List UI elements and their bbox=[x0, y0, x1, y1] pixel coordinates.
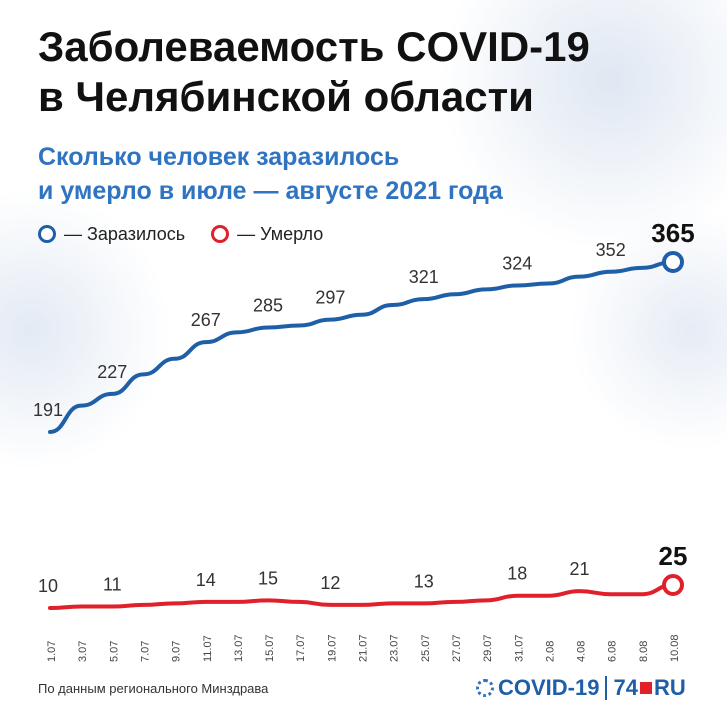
legend-label-died: — Умерло bbox=[237, 223, 324, 244]
title-line-2: в Челябинской области bbox=[38, 73, 534, 120]
x-tick-label-27.07: 27.07 bbox=[451, 634, 463, 662]
data-label-infected-15.07: 285 bbox=[253, 295, 283, 315]
logo-covid-text: COVID-19 bbox=[498, 675, 600, 700]
x-tick-label-8.08: 8.08 bbox=[638, 641, 650, 662]
x-tick-label-13.07: 13.07 bbox=[233, 634, 245, 662]
series-line-died bbox=[48, 583, 675, 610]
page-title: Заболеваемость COVID-19 в Челябинской об… bbox=[38, 22, 718, 122]
x-tick-label-10.08: 10.08 bbox=[669, 634, 681, 662]
subtitle-line-1: Сколько человек заразилось bbox=[38, 143, 400, 171]
data-label-died-11.07: 14 bbox=[196, 570, 216, 590]
data-label-died-19.07: 12 bbox=[320, 573, 340, 593]
chart-legend: — Заразилось — Умерло bbox=[38, 221, 349, 247]
data-label-infected-25.07: 321 bbox=[409, 267, 439, 287]
logo-red-square bbox=[639, 682, 652, 694]
legend-marker-infected bbox=[38, 225, 56, 243]
data-label-died-31.07: 18 bbox=[507, 564, 527, 584]
x-tick-label-9.07: 9.07 bbox=[171, 641, 183, 662]
virus-icon bbox=[476, 679, 494, 697]
logo-ru-text: RU bbox=[653, 675, 686, 700]
x-tick-label-25.07: 25.07 bbox=[420, 634, 432, 662]
end-point-infected bbox=[662, 251, 684, 273]
legend-marker-died bbox=[211, 225, 230, 243]
logo-divider bbox=[605, 676, 608, 700]
x-tick-label-17.07: 17.07 bbox=[295, 634, 307, 662]
title-line-1: Заболеваемость COVID-19 bbox=[38, 23, 590, 70]
data-label-infected-1.07: 191 bbox=[33, 400, 63, 420]
x-tick-label-6.08: 6.08 bbox=[607, 641, 619, 662]
data-label-died-4.08: 21 bbox=[570, 559, 590, 579]
legend-label-infected: — Заразилось bbox=[64, 223, 186, 244]
end-point-died bbox=[662, 574, 684, 596]
data-label-died-10.08: 25 bbox=[659, 541, 688, 571]
data-label-died-1.07: 10 bbox=[38, 576, 58, 596]
page-subtitle: Сколько человек заразилось и умерло в ию… bbox=[38, 140, 718, 208]
x-tick-label-4.08: 4.08 bbox=[576, 641, 588, 662]
data-label-infected-31.07: 324 bbox=[502, 253, 532, 273]
data-label-infected-19.07: 297 bbox=[315, 288, 345, 308]
x-tick-label-29.07: 29.07 bbox=[482, 634, 494, 662]
x-tick-label-31.07: 31.07 bbox=[513, 634, 525, 662]
x-tick-label-11.07: 11.07 bbox=[202, 635, 214, 662]
x-tick-label-15.07: 15.07 bbox=[264, 634, 276, 662]
source-note: По данным регионального Минздрава bbox=[38, 681, 269, 696]
data-label-died-5.07: 11 bbox=[103, 574, 122, 594]
x-tick-label-21.07: 21.07 bbox=[358, 634, 370, 662]
covid-74ru-logo: COVID-19 74 RU bbox=[476, 672, 686, 704]
subtitle-line-2: и умерло в июле — августе 2021 года bbox=[38, 177, 503, 205]
data-label-died-25.07: 13 bbox=[414, 571, 434, 591]
data-label-infected-11.07: 267 bbox=[191, 310, 221, 330]
data-label-infected-6.08: 352 bbox=[596, 240, 626, 260]
logo-74-text: 74 bbox=[613, 675, 638, 700]
x-tick-label-3.07: 3.07 bbox=[77, 641, 89, 662]
data-label-died-15.07: 15 bbox=[258, 568, 278, 588]
x-tick-label-23.07: 23.07 bbox=[389, 634, 401, 662]
x-tick-label-5.07: 5.07 bbox=[108, 641, 120, 662]
series-line-infected bbox=[48, 260, 675, 434]
x-tick-label-7.07: 7.07 bbox=[139, 641, 151, 662]
x-tick-label-19.07: 19.07 bbox=[326, 634, 338, 662]
x-tick-label-1.07: 1.07 bbox=[46, 641, 58, 662]
legend-item-infected: — Заразилось bbox=[38, 224, 185, 245]
x-tick-label-2.08: 2.08 bbox=[544, 641, 556, 662]
data-label-infected-5.07: 227 bbox=[97, 362, 127, 382]
data-label-infected-10.08: 365 bbox=[651, 218, 694, 248]
legend-item-died: — Умерло bbox=[211, 224, 323, 245]
